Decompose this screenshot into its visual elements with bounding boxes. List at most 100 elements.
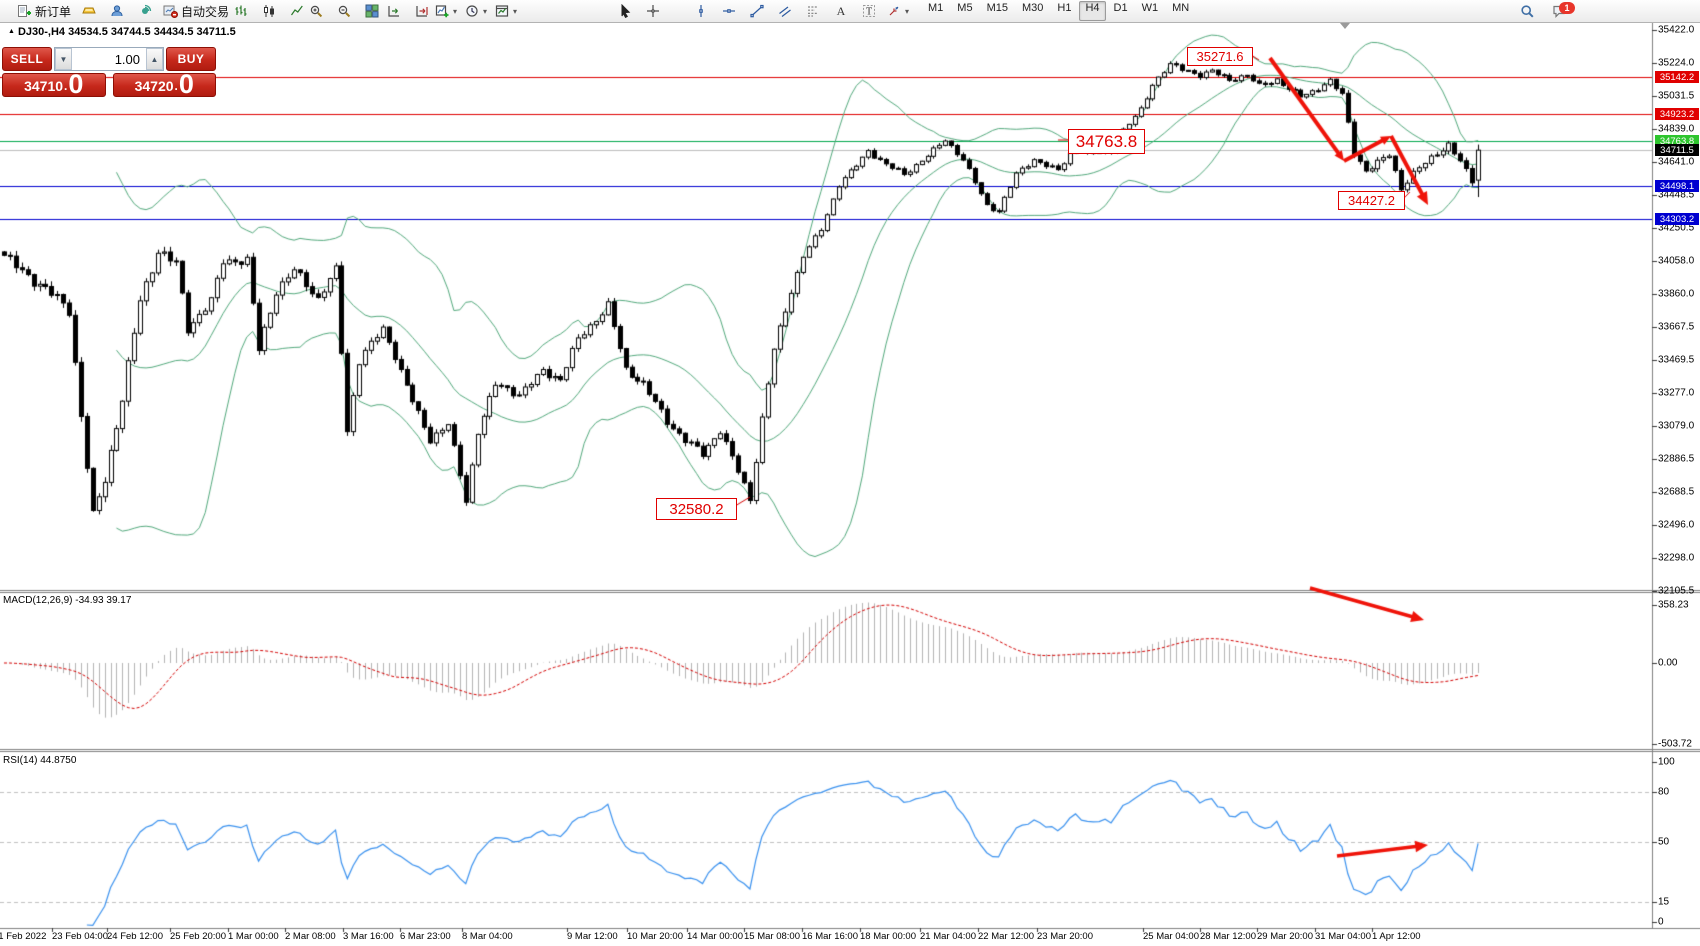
chart-title: ▲ DJ30-,H4 34534.5 34744.5 34434.5 34711.… [8, 26, 236, 38]
text-label-button[interactable]: T [856, 0, 882, 22]
volume-increase-button[interactable]: ▲ [146, 48, 163, 70]
fibonacci-icon [806, 4, 820, 18]
timeframe-h1-button[interactable]: H1 [1057, 2, 1072, 14]
current-price-badge: 34711.5 [1655, 144, 1699, 157]
timeframe-m5-button[interactable]: M5 [957, 2, 973, 14]
sell-button[interactable]: SELL [2, 47, 52, 71]
price-annotation[interactable]: 34763.8 [1068, 129, 1145, 154]
price-tick-label: 33079.0 [1658, 420, 1695, 432]
candlestick-chart-button[interactable] [256, 0, 282, 22]
chart-shift-icon [415, 4, 429, 18]
sell-price-button[interactable]: 34710. 0 [2, 71, 106, 98]
chevron-down-icon: ▾ [453, 6, 458, 16]
bar-chart-icon [234, 4, 248, 18]
timeframe-m1-button[interactable]: M1 [928, 2, 944, 14]
toolbar-group-1 [303, 0, 385, 22]
timeframe-m30-button[interactable]: M30 [1021, 2, 1044, 14]
crosshair-icon [646, 4, 660, 18]
date-tick-label: 1 Mar 00:00 [228, 931, 279, 942]
rsi-indicator-label: RSI(14) 44.8750 [3, 755, 77, 766]
rsi-axis-label: 15 [1658, 896, 1670, 908]
price-tick-label: 32886.5 [1658, 453, 1695, 465]
price-annotation[interactable]: 32580.2 [656, 498, 737, 520]
vertical-line-icon [694, 4, 708, 18]
chat-button[interactable]: 1 [1546, 0, 1575, 22]
vertical-line-button[interactable] [688, 0, 714, 22]
timeframe-toolbar: M1 M5 M15 M30 H1 H4 D1 W1 MN [922, 0, 1195, 22]
line-chart-button[interactable] [284, 0, 310, 22]
timeframe-d1-button[interactable]: D1 [1113, 2, 1128, 14]
trendline-button[interactable] [744, 0, 770, 22]
date-tick-label: 25 Feb 20:00 [170, 931, 226, 942]
signal-icon [138, 4, 152, 18]
rsi-axis-label: 50 [1658, 836, 1670, 848]
notification-badge: 1 [1559, 2, 1575, 14]
price-tick-label: 33277.0 [1658, 387, 1695, 399]
cursor-button[interactable] [612, 0, 638, 22]
indicators-button[interactable]: ▾ [432, 0, 460, 22]
search-button[interactable] [1514, 0, 1540, 22]
zoom-in-button[interactable] [303, 0, 329, 22]
buy-price-button[interactable]: 34720. 0 [112, 71, 216, 98]
crosshair-button[interactable] [640, 0, 666, 22]
signal-button[interactable] [132, 0, 158, 22]
date-tick-label: 28 Mar 12:00 [1200, 931, 1256, 942]
arrows-button[interactable]: ▾ [884, 0, 912, 22]
new-order-button[interactable]: 新订单 [14, 0, 74, 22]
buy-button[interactable]: BUY [166, 47, 216, 71]
chevron-down-icon: ▾ [513, 6, 518, 16]
auto-scroll-button[interactable] [381, 0, 407, 22]
auto-trading-label: 自动交易 [181, 4, 230, 19]
zoom-out-button[interactable] [331, 0, 357, 22]
bar-chart-button[interactable] [228, 0, 254, 22]
date-tick-label: 10 Mar 20:00 [627, 931, 683, 942]
price-tick-label: 35224.0 [1658, 57, 1695, 69]
macd-indicator-label: MACD(12,26,9) -34.93 39.17 [3, 595, 132, 606]
macd-axis-label: 0.00 [1658, 657, 1678, 669]
date-tick-label: 21 Feb 2022 [0, 931, 47, 942]
date-tick-label: 31 Mar 04:00 [1315, 931, 1371, 942]
periods-button[interactable]: ▾ [462, 0, 490, 22]
rsi-axis-label: 80 [1658, 786, 1670, 798]
chart-shift-button[interactable] [409, 0, 435, 22]
auto-trading-icon [163, 4, 179, 18]
price-annotation[interactable]: 34427.2 [1338, 191, 1405, 210]
auto-scroll-icon [387, 4, 401, 18]
price-tick-label: 34641.0 [1658, 156, 1695, 168]
svg-text:T: T [866, 7, 872, 18]
tile-windows-button[interactable] [359, 0, 385, 22]
timeframe-mn-button[interactable]: MN [1172, 2, 1190, 14]
price-tick-label: 32298.0 [1658, 552, 1695, 564]
date-tick-label: 18 Mar 00:00 [860, 931, 916, 942]
timeframe-m15-button[interactable]: M15 [986, 2, 1008, 14]
price-annotation[interactable]: 35271.6 [1187, 47, 1253, 66]
timeframe-w1-button[interactable]: W1 [1141, 2, 1159, 14]
volume-decrease-button[interactable]: ▼ [55, 48, 72, 70]
line-chart-icon [290, 4, 304, 18]
rsi-axis-label: 0 [1658, 916, 1664, 928]
periods-icon [465, 4, 479, 18]
horizontal-line-button[interactable] [716, 0, 742, 22]
trendline-icon [750, 4, 764, 18]
timeframe-h4-button[interactable]: H4 [1079, 1, 1106, 21]
auto-trading-button[interactable]: 自动交易 [160, 0, 232, 22]
new-order-icon [17, 4, 32, 18]
templates-icon [495, 4, 509, 18]
rsi-axis-label: 100 [1658, 756, 1675, 768]
account-button[interactable] [104, 0, 130, 22]
date-tick-label: 8 Mar 04:00 [462, 931, 513, 942]
date-tick-label: 1 Apr 12:00 [1372, 931, 1421, 942]
templates-button[interactable]: ▾ [492, 0, 520, 22]
date-tick-label: 6 Mar 23:00 [400, 931, 451, 942]
text-button[interactable]: A [828, 0, 854, 22]
gold-icon [81, 5, 97, 17]
equidistant-channel-button[interactable] [772, 0, 798, 22]
volume-value[interactable]: 1.00 [114, 51, 140, 67]
date-tick-label: 24 Feb 12:00 [107, 931, 163, 942]
toolbar-group-0 [228, 0, 310, 22]
chevron-down-icon: ▾ [905, 6, 910, 16]
new-order-label: 新订单 [35, 4, 72, 19]
fibonacci-button[interactable] [800, 0, 826, 22]
gold-button[interactable] [76, 0, 102, 22]
